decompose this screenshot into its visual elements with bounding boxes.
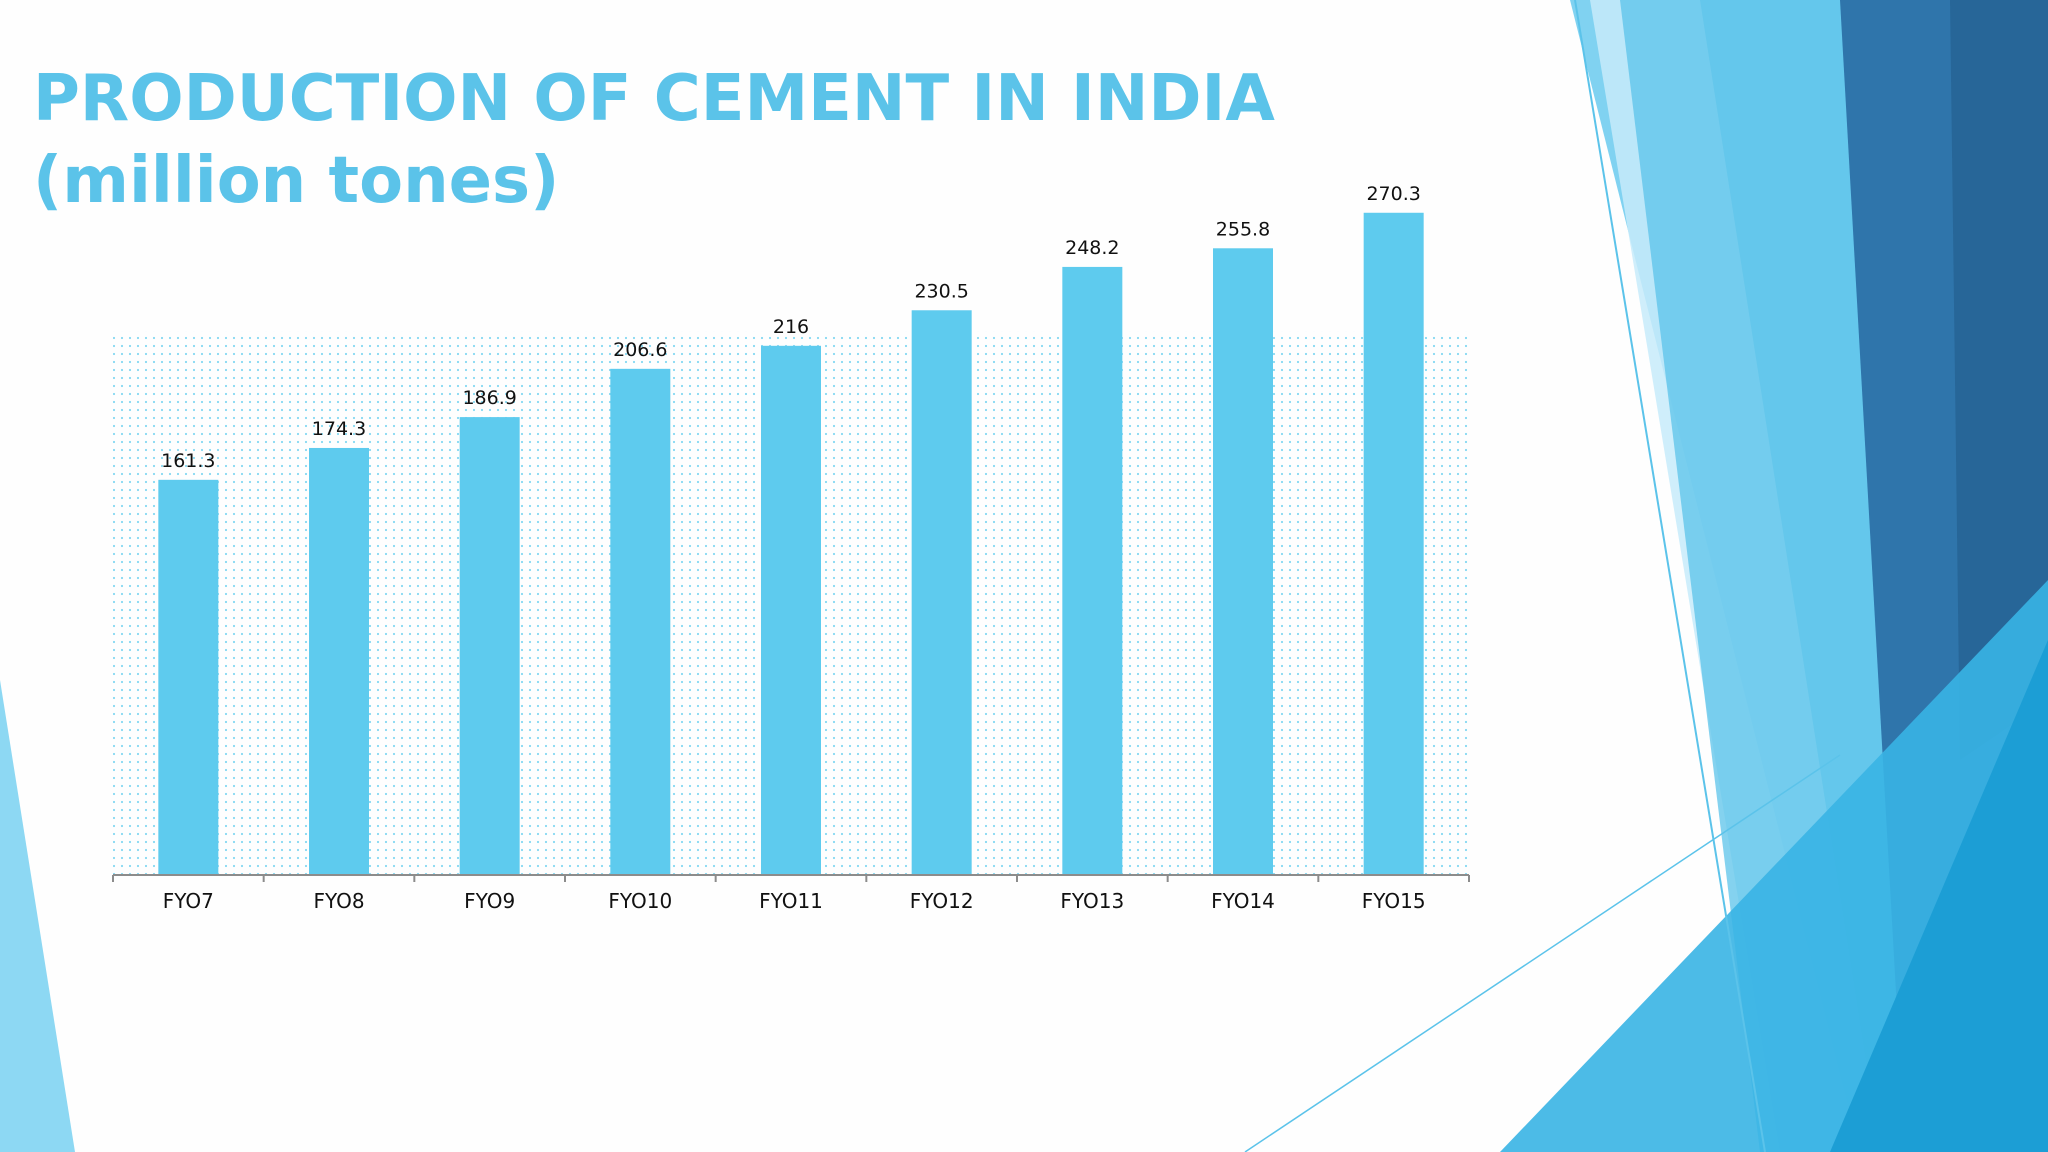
bar-fyo11 — [761, 345, 821, 875]
bar-fyo12 — [911, 310, 972, 875]
data-label-fyo14: 255.8 — [1216, 218, 1270, 240]
data-label-fyo11: 216 — [773, 316, 809, 338]
x-tick-label-fyo12: FYO12 — [910, 889, 974, 913]
x-tick-label-fyo11: FYO11 — [759, 889, 823, 913]
x-tick-label-fyo15: FYO15 — [1362, 889, 1426, 913]
bar-fyo15 — [1363, 212, 1424, 875]
data-label-fyo15: 270.3 — [1366, 183, 1420, 205]
data-label-fyo13: 248.2 — [1065, 237, 1119, 259]
theme-thin-line-1 — [1574, 0, 1766, 1152]
x-tick-label-fyo9: FYO9 — [464, 889, 515, 913]
theme-shape-darker-blue — [1950, 0, 2048, 760]
theme-shape-left-sliver — [0, 680, 75, 1152]
data-label-fyo8: 174.3 — [312, 418, 366, 440]
theme-thin-line-2 — [1244, 754, 1841, 1152]
bar-fyo14 — [1213, 248, 1273, 876]
x-tick-label-fyo8: FYO8 — [313, 889, 364, 913]
bar-fyo13 — [1062, 266, 1123, 875]
data-label-fyo7: 161.3 — [161, 450, 215, 472]
page-title: PRODUCTION OF CEMENT IN INDIA (million t… — [33, 62, 1275, 218]
theme-shape-bottom-right — [1830, 640, 2048, 1152]
data-label-fyo12: 230.5 — [914, 280, 968, 302]
x-tick-label-fyo10: FYO10 — [608, 889, 672, 913]
x-tick-label-fyo7: FYO7 — [163, 889, 214, 913]
data-label-fyo9: 186.9 — [462, 387, 516, 409]
bar-fyo10 — [610, 368, 671, 875]
data-label-fyo10: 206.6 — [613, 339, 667, 361]
bar-fyo8 — [309, 447, 369, 875]
bar-fyo9 — [459, 417, 520, 875]
bar-fyo7 — [158, 479, 219, 875]
x-tick-label-fyo14: FYO14 — [1211, 889, 1275, 913]
x-tick-label-fyo13: FYO13 — [1060, 889, 1124, 913]
